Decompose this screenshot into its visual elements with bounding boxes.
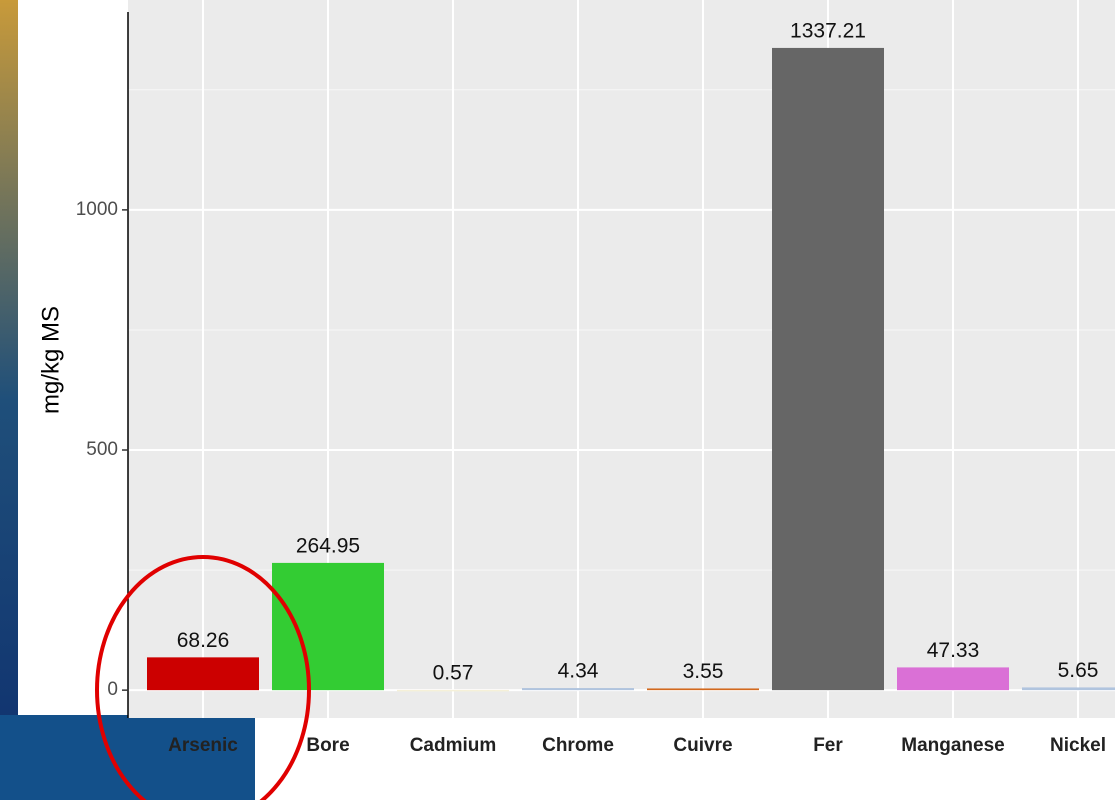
bar xyxy=(772,47,884,691)
bar xyxy=(522,688,634,691)
value-label: 264.95 xyxy=(296,534,360,557)
x-tick-label: Nickel xyxy=(1050,735,1106,756)
value-label: 4.34 xyxy=(558,660,599,683)
x-tick-label: Bore xyxy=(306,735,349,756)
value-label: 3.55 xyxy=(683,660,724,683)
bar xyxy=(272,562,384,691)
background-image xyxy=(0,0,18,800)
y-tick-label: 0 xyxy=(107,679,118,700)
bar xyxy=(147,657,259,691)
x-tick-label: Cuivre xyxy=(673,735,732,756)
value-label: 68.26 xyxy=(177,629,230,652)
value-label: 0.57 xyxy=(433,661,474,684)
value-label: 47.33 xyxy=(927,639,980,662)
x-tick-label: Arsenic xyxy=(168,735,238,756)
background-image xyxy=(0,715,255,800)
y-tick-label: 1000 xyxy=(76,199,118,220)
y-axis-title: mg/kg MS xyxy=(37,306,64,414)
value-label: 5.65 xyxy=(1058,659,1099,682)
highlight-circle xyxy=(95,555,311,800)
y-tick-label: 500 xyxy=(86,439,118,460)
bar xyxy=(897,667,1009,691)
bar xyxy=(647,688,759,691)
x-tick-label: Chrome xyxy=(542,735,614,756)
bar xyxy=(397,689,509,692)
value-label: 1337.21 xyxy=(790,19,866,42)
x-tick-label: Manganese xyxy=(901,735,1004,756)
x-tick-label: Cadmium xyxy=(410,735,497,756)
bar xyxy=(1022,687,1115,691)
x-tick-label: Fer xyxy=(813,735,843,756)
